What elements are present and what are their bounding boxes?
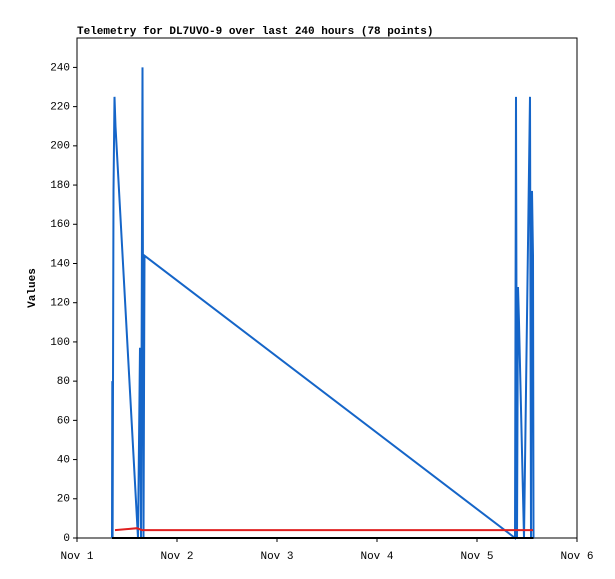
y-tick-label: 220: [50, 102, 70, 114]
y-tick-label: 20: [57, 494, 70, 506]
y-axis-label: Values: [27, 268, 39, 308]
x-tick-label: Nov 6: [560, 551, 593, 563]
chart-title: Telemetry for DL7UVO-9 over last 240 hou…: [77, 26, 433, 38]
y-tick-label: 100: [50, 337, 70, 349]
y-tick-label: 200: [50, 141, 70, 153]
y-tick-label: 40: [57, 454, 70, 466]
y-tick-label: 140: [50, 258, 70, 270]
y-tick-label: 0: [63, 533, 70, 545]
x-tick-label: Nov 3: [260, 551, 293, 563]
x-tick-label: Nov 5: [460, 551, 493, 563]
y-tick-label: 160: [50, 219, 70, 231]
series-line: [114, 527, 533, 532]
x-tick-label: Nov 4: [360, 551, 393, 563]
y-tick-label: 180: [50, 180, 70, 192]
y-tick-label: 240: [50, 62, 70, 74]
y-tick-label: 120: [50, 298, 70, 310]
x-tick-label: Nov 2: [160, 551, 193, 563]
y-tick-label: 60: [57, 415, 70, 427]
x-tick-label: Nov 1: [60, 551, 93, 563]
y-tick-label: 80: [57, 376, 70, 388]
plot-frame: [76, 37, 578, 539]
series-line: [111, 67, 535, 541]
